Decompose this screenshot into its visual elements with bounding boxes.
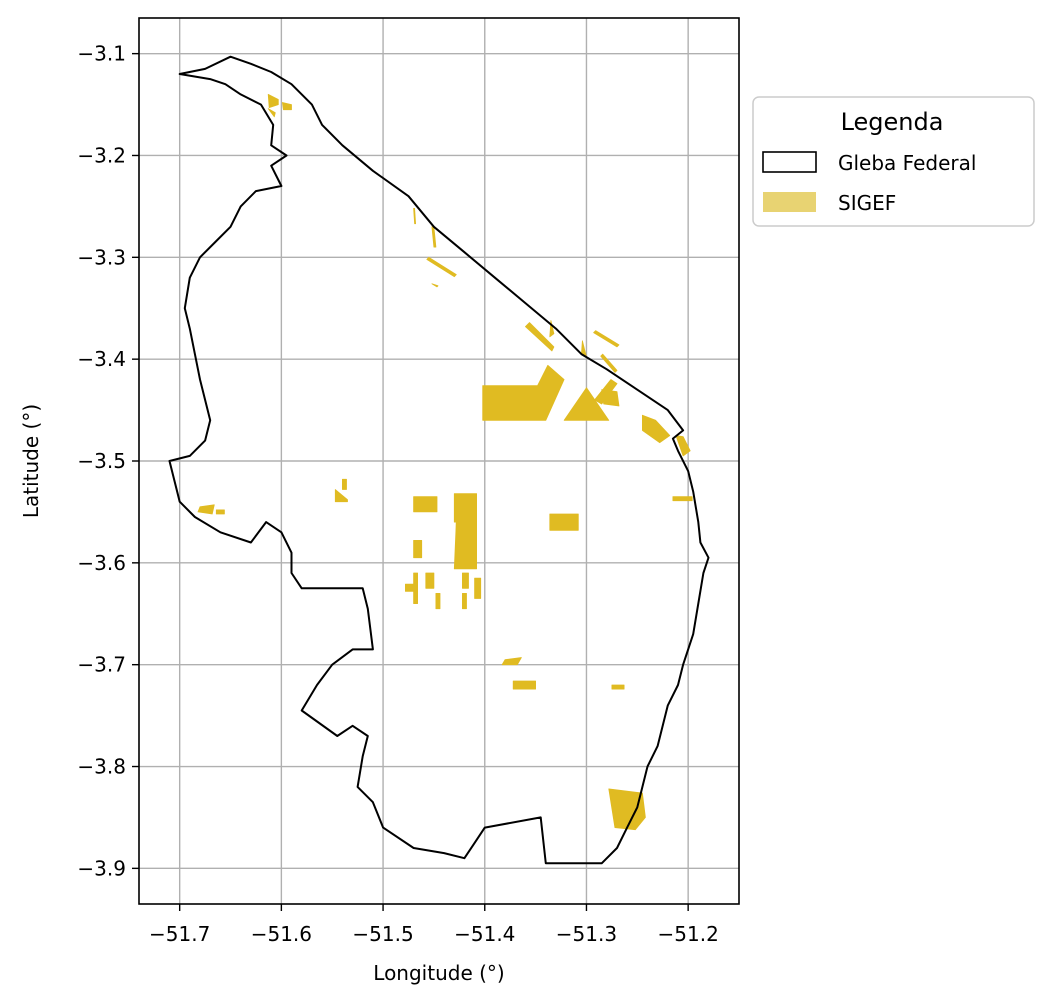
y-tick-label: −3.6	[77, 551, 126, 575]
legend-title: Legenda	[841, 108, 944, 136]
sigef-parcel	[215, 509, 225, 515]
y-tick-label: −3.8	[77, 755, 126, 779]
sigef-parcel	[455, 496, 463, 531]
sigef-parcel	[525, 322, 555, 352]
x-tick-label: −51.4	[454, 922, 515, 946]
y-tick-label: −3.9	[77, 856, 126, 880]
sigef-parcel	[462, 593, 467, 610]
sigef-parcel	[453, 521, 477, 570]
grid-lines	[139, 18, 739, 904]
sigef-parcel	[642, 414, 671, 444]
y-axis-ticks: −3.1 −3.2 −3.3 −3.4 −3.5 −3.6 −3.7 −3.8 −3.9	[77, 42, 139, 880]
sigef-parcel	[611, 684, 625, 690]
y-tick-label: −3.3	[77, 245, 126, 269]
sigef-parcel	[593, 330, 620, 348]
sigef-parcel	[267, 94, 279, 108]
sigef-parcel	[501, 657, 522, 666]
x-tick-label: −51.3	[556, 922, 617, 946]
sigef-parcel	[405, 583, 416, 592]
map-layer	[168, 55, 710, 865]
x-tick-label: −51.6	[251, 922, 312, 946]
y-axis-title: Latitude (°)	[19, 404, 43, 518]
legend-swatch-sigef	[763, 192, 816, 212]
sigef-parcel	[267, 108, 276, 118]
sigef-parcel	[425, 572, 435, 589]
sigef-parcel	[413, 496, 438, 513]
sigef-parcel	[413, 208, 416, 225]
x-tick-label: −51.7	[149, 922, 210, 946]
y-tick-label: −3.2	[77, 143, 126, 167]
legend-label-gleba-federal: Gleba Federal	[838, 151, 976, 175]
legend: Legenda Gleba Federal SIGEF	[752, 96, 1035, 227]
sigef-parcel	[474, 577, 482, 599]
sigef-parcel	[413, 540, 423, 559]
sigef-parcel	[512, 680, 536, 690]
x-axis-ticks: −51.7 −51.6 −51.5 −51.4 −51.3 −51.2	[149, 904, 719, 946]
sigef-parcel	[600, 353, 618, 373]
sigef-parcel	[435, 593, 441, 610]
sigef-parcel	[549, 513, 579, 531]
sigef-parcel	[672, 496, 693, 502]
sigef-parcel	[563, 387, 610, 421]
y-tick-label: −3.7	[77, 653, 126, 677]
sigef-parcel	[594, 379, 618, 405]
sigef-parcel	[197, 504, 215, 515]
gleba-federal-boundary	[168, 55, 710, 865]
sigef-parcel	[608, 788, 646, 831]
x-axis-title: Longitude (°)	[373, 961, 504, 985]
x-tick-label: −51.5	[352, 922, 413, 946]
sigef-parcel	[426, 256, 457, 278]
legend-box	[752, 96, 1035, 227]
sigef-parcel	[675, 435, 691, 457]
sigef-parcel	[431, 283, 439, 288]
x-tick-label: −51.2	[658, 922, 719, 946]
y-tick-label: −3.4	[77, 347, 126, 371]
sigef-parcel	[282, 102, 292, 111]
legend-label-sigef: SIGEF	[838, 191, 896, 215]
sigef-parcel	[342, 478, 347, 490]
legend-swatch-gleba-federal	[762, 151, 817, 173]
sigef-parcel	[334, 489, 348, 503]
sigef-parcel	[462, 572, 469, 589]
y-tick-label: −3.1	[77, 42, 126, 66]
sigef-parcel	[482, 364, 565, 421]
y-tick-label: −3.5	[77, 449, 126, 473]
